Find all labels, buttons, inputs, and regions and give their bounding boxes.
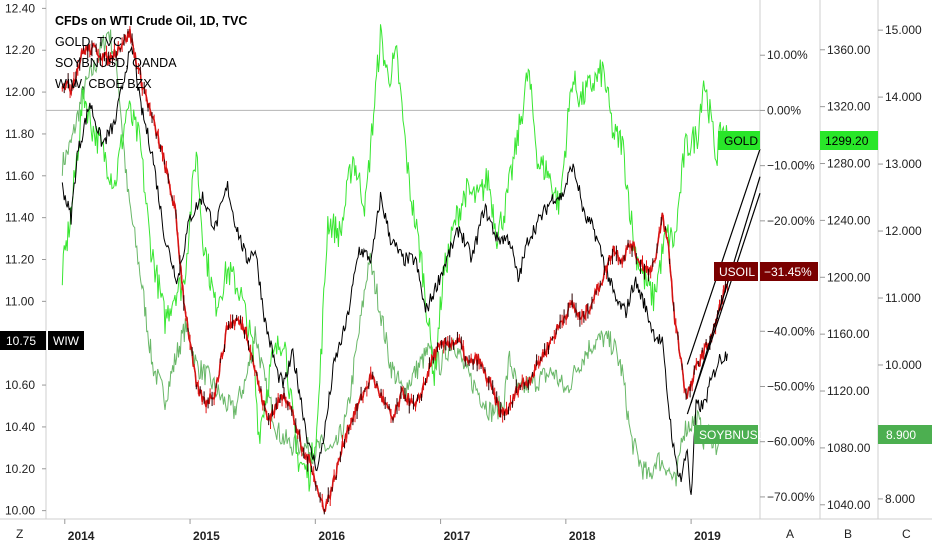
series-gold	[61, 24, 728, 492]
axis-a-tick-label: −70.00%	[767, 490, 815, 504]
axis-b-tick-label: 1080.00	[827, 441, 871, 455]
left-tick-label: 11.20	[5, 253, 34, 267]
wiw-tag-label-bg	[48, 331, 84, 350]
left-tick-label: 10.60	[5, 378, 35, 392]
gold-tag-value: 1299.20	[825, 134, 869, 148]
axis-a-tick-label: 0.00%	[767, 103, 801, 117]
axis-a-tick-label: −50.00%	[767, 379, 815, 393]
axis-b-tick-label: 1360.00	[827, 43, 871, 57]
left-tick-label: 11.80	[5, 127, 34, 141]
left-tick-label: 10.20	[5, 462, 35, 476]
wiw-price-tag: 10.75 WIW	[0, 331, 84, 350]
wiw-tag-value: 10.75	[6, 334, 36, 348]
axis-c-tick-label: 13.000	[885, 157, 922, 171]
axis-b-tick-label: 1240.00	[827, 213, 871, 227]
left-tick-label: 11.40	[5, 211, 34, 225]
left-tick-label: 12.20	[5, 43, 35, 57]
usoil-tag-label: USOIL	[719, 265, 755, 279]
axis-b-tick-label: 1120.00	[827, 384, 870, 398]
soybn-tag-value-bg	[878, 425, 932, 444]
usoil-tag-value: −31.45%	[764, 265, 812, 279]
channel-lines-group	[686, 148, 761, 415]
axis-b-tick-label: 1200.00	[827, 270, 871, 284]
series-group	[61, 24, 728, 515]
axis-c-tick-label: 15.000	[885, 23, 922, 37]
axis-c-tick-label: 14.000	[885, 90, 922, 104]
x-tick-label: 2016	[318, 529, 345, 543]
x-tick-label: 2014	[68, 529, 95, 543]
legend-item-gold: GOLD, TVC	[55, 35, 122, 49]
soybn-price-tag: SOYBNUSD 8.900	[694, 425, 932, 444]
axis-label-a[interactable]: A	[786, 527, 794, 541]
axis-c-tick-label: 11.000	[885, 291, 921, 305]
axis-a-tick-label: −10.00%	[767, 159, 815, 173]
usoil-tag-label-bg	[714, 262, 758, 281]
series-soybnusd	[61, 29, 723, 487]
axis-b-tick-label: 1040.00	[827, 498, 871, 512]
axis-a-tick-label: 10.00%	[767, 48, 808, 62]
left-tick-label: 10.00	[5, 504, 35, 518]
axis-a-tick-label: −60.00%	[767, 435, 815, 449]
axis-b-tick-label: 1160.00	[827, 327, 870, 341]
left-tick-label: 11.60	[5, 169, 34, 183]
left-tick-label: 12.40	[5, 1, 35, 15]
left-tick-label: 10.40	[5, 420, 35, 434]
axis-b-tick-label: 1280.00	[827, 157, 871, 171]
axis-label-b[interactable]: B	[844, 527, 852, 541]
channel-line-2[interactable]	[690, 176, 761, 404]
corner-label-z[interactable]: Z	[16, 527, 23, 541]
gold-tag-label-bg	[718, 131, 760, 150]
series-wiw	[61, 45, 728, 495]
axis-c-tick-label: 8.000	[885, 492, 915, 506]
x-tick-label: 2015	[193, 529, 220, 543]
axis-c-tick-label: 10.000	[885, 358, 922, 372]
axis-label-c[interactable]: C	[902, 527, 911, 541]
usoil-price-tag: USOIL −31.45%	[714, 262, 818, 281]
gold-tag-label: GOLD	[724, 134, 758, 148]
soybn-tag-value: 8.900	[886, 428, 916, 442]
soybn-tag-label: SOYBNUSD	[699, 428, 767, 442]
axis-b-tick-label: 1320.00	[827, 100, 871, 114]
wiw-tag-label: WIW	[53, 334, 80, 348]
legend-title: CFDs on WTI Crude Oil, 1D, TVC	[55, 14, 247, 28]
legend-item-soybn: SOYBNUSD, OANDA	[55, 56, 177, 70]
left-tick-label: 11.00	[5, 294, 34, 308]
soybn-tag-label-bg	[694, 425, 758, 444]
channel-line-1[interactable]	[686, 148, 761, 365]
usoil-tag-value-bg	[760, 262, 818, 281]
legend: CFDs on WTI Crude Oil, 1D, TVC GOLD, TVC…	[55, 14, 247, 91]
gold-price-tag: GOLD 1299.20	[718, 131, 878, 150]
axis-c-tick-label: 12.000	[885, 224, 922, 238]
x-tick-label: 2019	[694, 529, 721, 543]
x-tick-label: 2018	[569, 529, 596, 543]
wiw-tag-value-bg	[0, 331, 46, 350]
axis-a-tick-label: −40.00%	[767, 324, 815, 338]
gold-tag-value-bg	[820, 131, 878, 150]
axis-a-tick-label: −20.00%	[767, 214, 815, 228]
x-tick-label: 2017	[444, 529, 471, 543]
tick-labels-group: 10.0010.2010.4010.6010.8011.0011.2011.40…	[5, 1, 922, 543]
legend-item-wiw: WIW, CBOE BZX	[55, 77, 152, 91]
left-tick-label: 12.00	[5, 85, 35, 99]
